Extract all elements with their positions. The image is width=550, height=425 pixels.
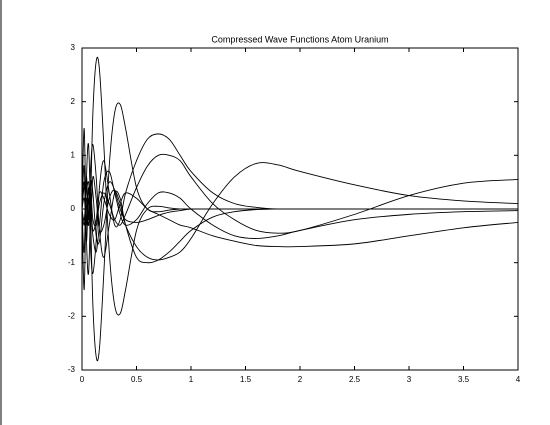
- wave-curve: [82, 162, 518, 261]
- curves: [82, 56, 518, 362]
- wave-curve: [82, 153, 518, 234]
- chart-title: Compressed Wave Functions Atom Uranium: [211, 34, 388, 44]
- x-tick-label: 4: [516, 375, 521, 384]
- wave-curve: [82, 170, 518, 253]
- y-tick-label: -1: [68, 258, 76, 267]
- wave-curve: [82, 102, 518, 362]
- y-tick-label: 0: [71, 204, 76, 213]
- wave-curve: [82, 56, 518, 316]
- y-tick-label: 3: [71, 43, 76, 52]
- y-tick-label: 1: [71, 150, 76, 159]
- x-tick-label: 3: [407, 375, 412, 384]
- x-tick-label: 2.5: [349, 375, 361, 384]
- x-tick-label: 1: [189, 375, 194, 384]
- y-tick-label: 2: [71, 97, 76, 106]
- y-tick-label: -2: [68, 311, 76, 320]
- wave-curve: [82, 179, 518, 245]
- x-tick-label: 3.5: [458, 375, 470, 384]
- x-tick-label: 0: [80, 375, 85, 384]
- x-tick-label: 2: [298, 375, 303, 384]
- x-tick-label: 1.5: [240, 375, 252, 384]
- y-tick-label: -3: [68, 365, 76, 374]
- x-tick-label: 0.5: [131, 375, 143, 384]
